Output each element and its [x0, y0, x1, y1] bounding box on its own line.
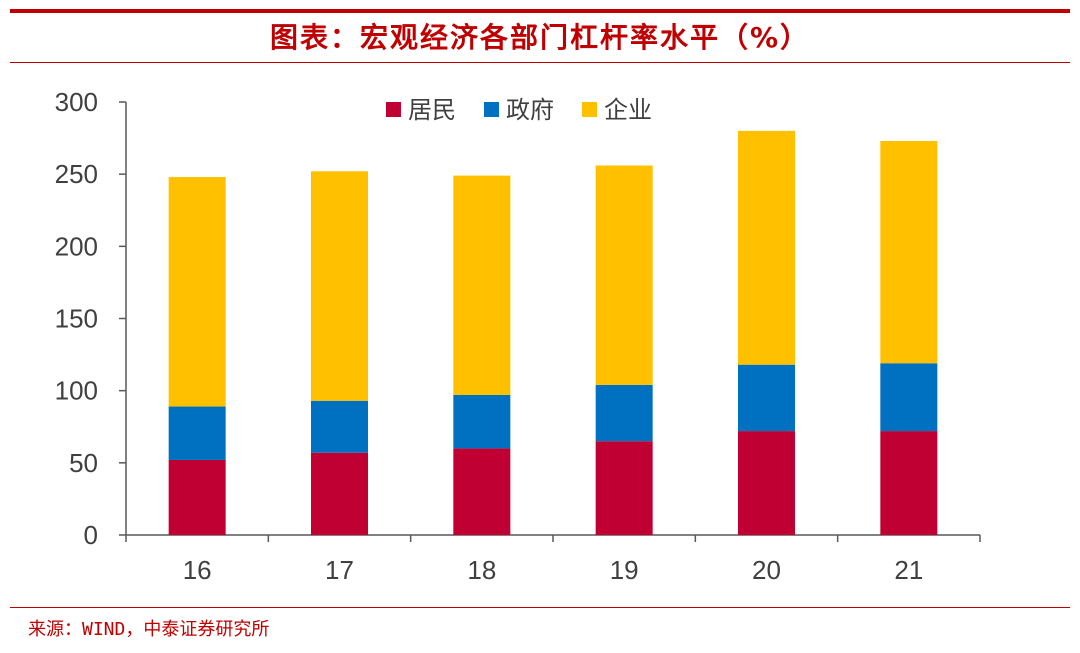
source-note: 来源：WIND，中泰证券研究所: [28, 619, 270, 640]
x-tick-label: 21: [894, 555, 923, 585]
stacked-bar-chart: 0 50 100 150 200 250 300 16 17 18 19 20 21 居民 政府 企业: [55, 87, 981, 585]
legend-swatch: [386, 102, 401, 117]
bar-segment: [738, 431, 795, 535]
y-tick-label: 50: [69, 448, 98, 478]
legend-label: 企业: [604, 97, 652, 124]
bar-segment: [311, 400, 368, 453]
x-tick-label: 18: [467, 555, 496, 585]
y-tick-label: 100: [55, 376, 98, 406]
bar-segment: [738, 130, 795, 365]
bar-segment: [595, 384, 653, 442]
x-tick-label: 20: [752, 555, 781, 585]
bar-segment: [880, 140, 938, 364]
bar-segment: [453, 394, 511, 449]
bar-segment: [453, 175, 511, 395]
chart-area: 0 50 100 150 200 250 300 16 17 18 19 20 21 居民 政府 企业: [0, 66, 1080, 596]
x-tick-label: 16: [183, 555, 212, 585]
legend-label: 居民: [408, 97, 456, 124]
y-tick-label: 250: [55, 159, 98, 189]
bar-segment: [880, 363, 938, 432]
bar-segment: [311, 171, 368, 401]
bar-segment: [311, 452, 368, 535]
y-tick-label: 0: [84, 520, 98, 550]
title-row: 图表：宏观经济各部门杠杆率水平（%）: [0, 16, 1080, 60]
y-tick-label: 150: [55, 304, 98, 334]
bar-segment: [880, 431, 938, 535]
legend-label: 政府: [506, 97, 554, 124]
footer-divider: [10, 607, 1070, 608]
chart-title: 图表：宏观经济各部门杠杆率水平（%）: [269, 21, 811, 54]
bar-segment: [595, 441, 653, 535]
bar-segment: [738, 364, 795, 432]
y-tick-label: 300: [55, 87, 98, 117]
top-rule: [10, 9, 1070, 13]
bar-segment: [595, 165, 653, 385]
legend-swatch: [484, 102, 499, 117]
title-divider: [10, 62, 1070, 63]
bar-segment: [453, 448, 511, 535]
bar-segment: [168, 406, 226, 460]
bar-segment: [168, 177, 226, 407]
legend-swatch: [582, 102, 597, 117]
bar-segment: [168, 459, 226, 535]
x-tick-label: 19: [610, 555, 639, 585]
y-tick-label: 200: [55, 231, 98, 261]
x-tick-label: 17: [325, 555, 354, 585]
